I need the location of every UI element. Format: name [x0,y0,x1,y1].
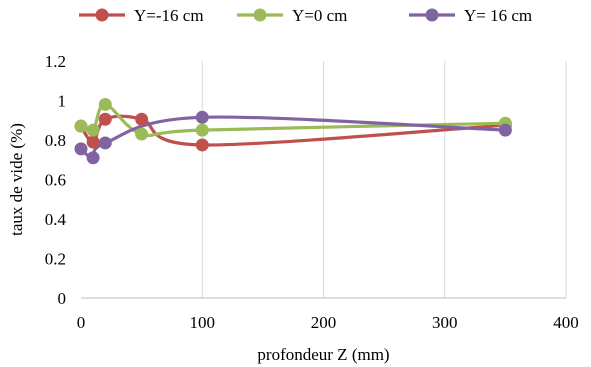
data-point-y-16-cm [98,136,112,150]
data-points [74,97,512,165]
legend-label: Y=0 cm [292,6,347,25]
vertical-gridlines [201,61,567,298]
data-point-y-16-cm [498,123,512,137]
data-point-y-16-cm [74,142,88,156]
y-tick-label: 0.2 [45,250,66,269]
data-point-y-16-cm [195,110,209,124]
data-point-y-0-cm [135,127,149,141]
x-tick-label: 0 [77,313,86,332]
data-point-y-0-cm [86,123,100,137]
data-point-y-0-cm [195,123,209,137]
x-axis-title: profondeur Z (mm) [257,345,389,364]
x-tick-label: 300 [432,313,458,332]
legend-swatch-marker [253,8,267,22]
legend: Y=-16 cm Y=0 cm Y= 16 cm [79,6,532,25]
y-tick-label: 0.4 [45,210,67,229]
x-tick-labels: 0 100 200 300 400 [77,313,579,332]
legend-item-y-16-cm: Y= 16 cm [409,6,532,25]
data-point-y-16-cm [86,135,100,149]
y-tick-label: 0.8 [45,131,66,150]
legend-item-y-16-cm: Y=-16 cm [79,6,204,25]
y-tick-labels: 0 0.2 0.4 0.6 0.8 1 1.2 [45,52,67,308]
legend-swatch-marker [95,8,109,22]
data-point-y-16-cm [98,112,112,126]
y-tick-label: 1.2 [45,52,66,71]
data-point-y-0-cm [74,119,88,133]
y-axis-title: taux de vide (%) [7,123,26,236]
legend-swatch-marker [425,8,439,22]
legend-label: Y= 16 cm [464,6,532,25]
x-tick-label: 100 [190,313,216,332]
data-point-y-16-cm [86,151,100,165]
data-point-y-16-cm [195,138,209,152]
x-tick-label: 400 [553,313,579,332]
y-tick-label: 0.6 [45,171,66,190]
data-point-y-16-cm [135,112,149,126]
legend-item-y-0-cm: Y=0 cm [237,6,347,25]
y-tick-label: 0 [58,289,67,308]
legend-label: Y=-16 cm [134,6,204,25]
data-point-y-0-cm [98,97,112,111]
y-tick-label: 1 [58,92,67,111]
x-tick-label: 200 [311,313,337,332]
